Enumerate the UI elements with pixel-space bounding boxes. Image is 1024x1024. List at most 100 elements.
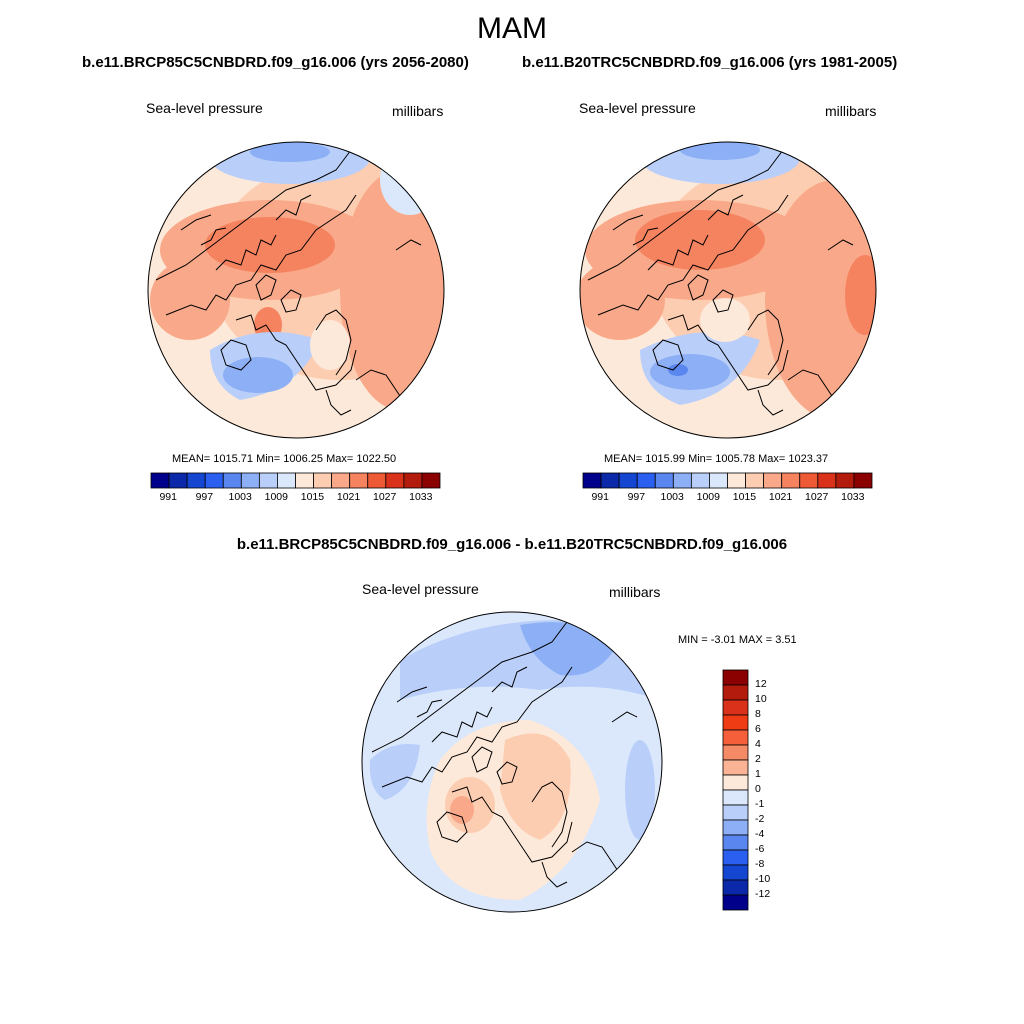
difference-minmax: MIN = -3.01 MAX = 3.51 xyxy=(678,634,797,646)
colorbar-box xyxy=(168,472,188,489)
colorbar-box xyxy=(186,472,206,489)
colorbar-diff-tick-label: -1 xyxy=(755,798,765,810)
colorbar-diff-box xyxy=(722,819,749,836)
difference-map-border xyxy=(361,611,663,913)
colorbar-tick-label: 1003 xyxy=(228,491,252,503)
colorbar-diff-box xyxy=(722,759,749,776)
colorbar-diff-tick-label: 10 xyxy=(755,693,767,705)
panel1-map-border xyxy=(147,141,445,439)
colorbar-box xyxy=(582,472,602,489)
panel1-units-label: millibars xyxy=(392,103,444,119)
colorbar-diff-tick-label: -10 xyxy=(755,873,771,885)
colorbar-diff-tick-label: 12 xyxy=(755,678,767,690)
colorbar-diff-box xyxy=(722,774,749,791)
colorbar-box xyxy=(277,472,296,489)
panel2-map-border xyxy=(579,141,877,439)
colorbar-diff-box xyxy=(722,699,749,716)
colorbar-box xyxy=(258,472,278,489)
panel2-variable-label: Sea-level pressure xyxy=(579,100,696,116)
panel1-map xyxy=(148,142,444,438)
colorbar-diff-tick-label: 8 xyxy=(755,708,761,720)
colorbar-diff-tick-label: 4 xyxy=(755,738,761,750)
colorbar-diff-box xyxy=(722,864,749,881)
colorbar-diff-box xyxy=(722,729,749,746)
colorbar-tick-label: 1003 xyxy=(660,491,684,503)
season-title: MAM xyxy=(477,12,547,45)
colorbar-tick-label: 1021 xyxy=(768,491,793,503)
colorbar-box xyxy=(781,472,801,489)
panel1-variable-label: Sea-level pressure xyxy=(146,100,263,116)
colorbar-box xyxy=(295,472,314,489)
colorbar-diff-box xyxy=(722,789,749,806)
colorbar-box xyxy=(799,472,819,489)
colorbar-diff-tick-label: 1 xyxy=(755,768,761,780)
colorbar2 xyxy=(582,472,873,489)
colorbar-box xyxy=(421,472,441,489)
panel2-units-label: millibars xyxy=(825,103,877,119)
panel1-stats: MEAN= 1015.71 Min= 1006.25 Max= 1022.50 xyxy=(172,453,397,465)
colorbar-tick-label: 1015 xyxy=(300,491,325,503)
colorbar-box xyxy=(835,472,855,489)
colorbar-box xyxy=(636,472,656,489)
colorbar-diff-tick-label: 6 xyxy=(755,723,761,735)
colorbar-diff-tick-label: -6 xyxy=(755,843,765,855)
colorbar-tick-label: 1033 xyxy=(841,491,865,503)
colorbar-box xyxy=(690,472,710,489)
colorbar-tick-label: 997 xyxy=(195,491,214,503)
colorbar-tick-label: 1021 xyxy=(336,491,361,503)
panel1-case-title: b.e11.BRCP85C5CNBDRD.f09_g16.006 (yrs 20… xyxy=(82,54,469,71)
colorbar-box xyxy=(367,472,387,489)
colorbar-diff-tick-label: -4 xyxy=(755,828,765,840)
colorbar-box xyxy=(672,472,692,489)
colorbar-diff-tick-label: -12 xyxy=(755,888,771,900)
colorbar-diff-tick-label: -8 xyxy=(755,858,765,870)
colorbar-tick-label: 1033 xyxy=(409,491,433,503)
colorbar-box xyxy=(204,472,224,489)
difference-map xyxy=(362,612,662,912)
difference-title: b.e11.BRCP85C5CNBDRD.f09_g16.006 - b.e11… xyxy=(236,536,788,553)
panel2-case-title: b.e11.B20TRC5CNBDRD.f09_g16.006 (yrs 198… xyxy=(522,54,898,71)
colorbar1 xyxy=(150,472,441,489)
colorbar-box xyxy=(240,472,260,489)
colorbar-diff-tick-label: 2 xyxy=(755,753,761,765)
difference-units-label: millibars xyxy=(609,584,661,600)
colorbar-tick-label: 991 xyxy=(591,491,609,503)
colorbar-box xyxy=(817,472,837,489)
colorbar-box xyxy=(313,472,333,489)
colorbar-diff-box xyxy=(722,834,749,851)
colorbar-box xyxy=(709,472,728,489)
colorbar-diff-tick-label: -2 xyxy=(755,813,765,825)
colorbar-box xyxy=(600,472,620,489)
colorbar-box xyxy=(763,472,783,489)
difference-variable-label: Sea-level pressure xyxy=(362,581,479,597)
colorbar-diff-box xyxy=(722,804,749,821)
colorbar-box xyxy=(727,472,746,489)
colorbar-tick-label: 1015 xyxy=(732,491,757,503)
colorbar-box xyxy=(331,472,351,489)
colorbar-diff-box xyxy=(722,684,749,701)
panel2-map xyxy=(580,142,876,438)
colorbar-tick-label: 991 xyxy=(159,491,177,503)
colorbar-diff-box xyxy=(722,879,749,896)
colorbar-tick-label: 1027 xyxy=(805,491,829,503)
colorbar-box xyxy=(150,472,170,489)
colorbar-diff-tick-label: 0 xyxy=(755,783,761,795)
colorbar-box xyxy=(618,472,638,489)
colorbar-diff xyxy=(722,669,749,911)
colorbar-box xyxy=(385,472,405,489)
colorbar-diff-box xyxy=(722,744,749,761)
colorbar-box xyxy=(349,472,369,489)
colorbar-diff-box xyxy=(722,714,749,731)
colorbar-tick-label: 1009 xyxy=(264,491,288,503)
colorbar-box xyxy=(654,472,674,489)
colorbar-tick-label: 1027 xyxy=(373,491,397,503)
panel2-stats: MEAN= 1015.99 Min= 1005.78 Max= 1023.37 xyxy=(604,453,829,465)
colorbar-diff-box xyxy=(722,894,749,911)
colorbar-box xyxy=(853,472,873,489)
colorbar-box xyxy=(745,472,765,489)
colorbar-tick-label: 1009 xyxy=(696,491,720,503)
colorbar-box xyxy=(222,472,242,489)
colorbar-diff-box xyxy=(722,849,749,866)
colorbar-diff-box xyxy=(722,669,749,686)
